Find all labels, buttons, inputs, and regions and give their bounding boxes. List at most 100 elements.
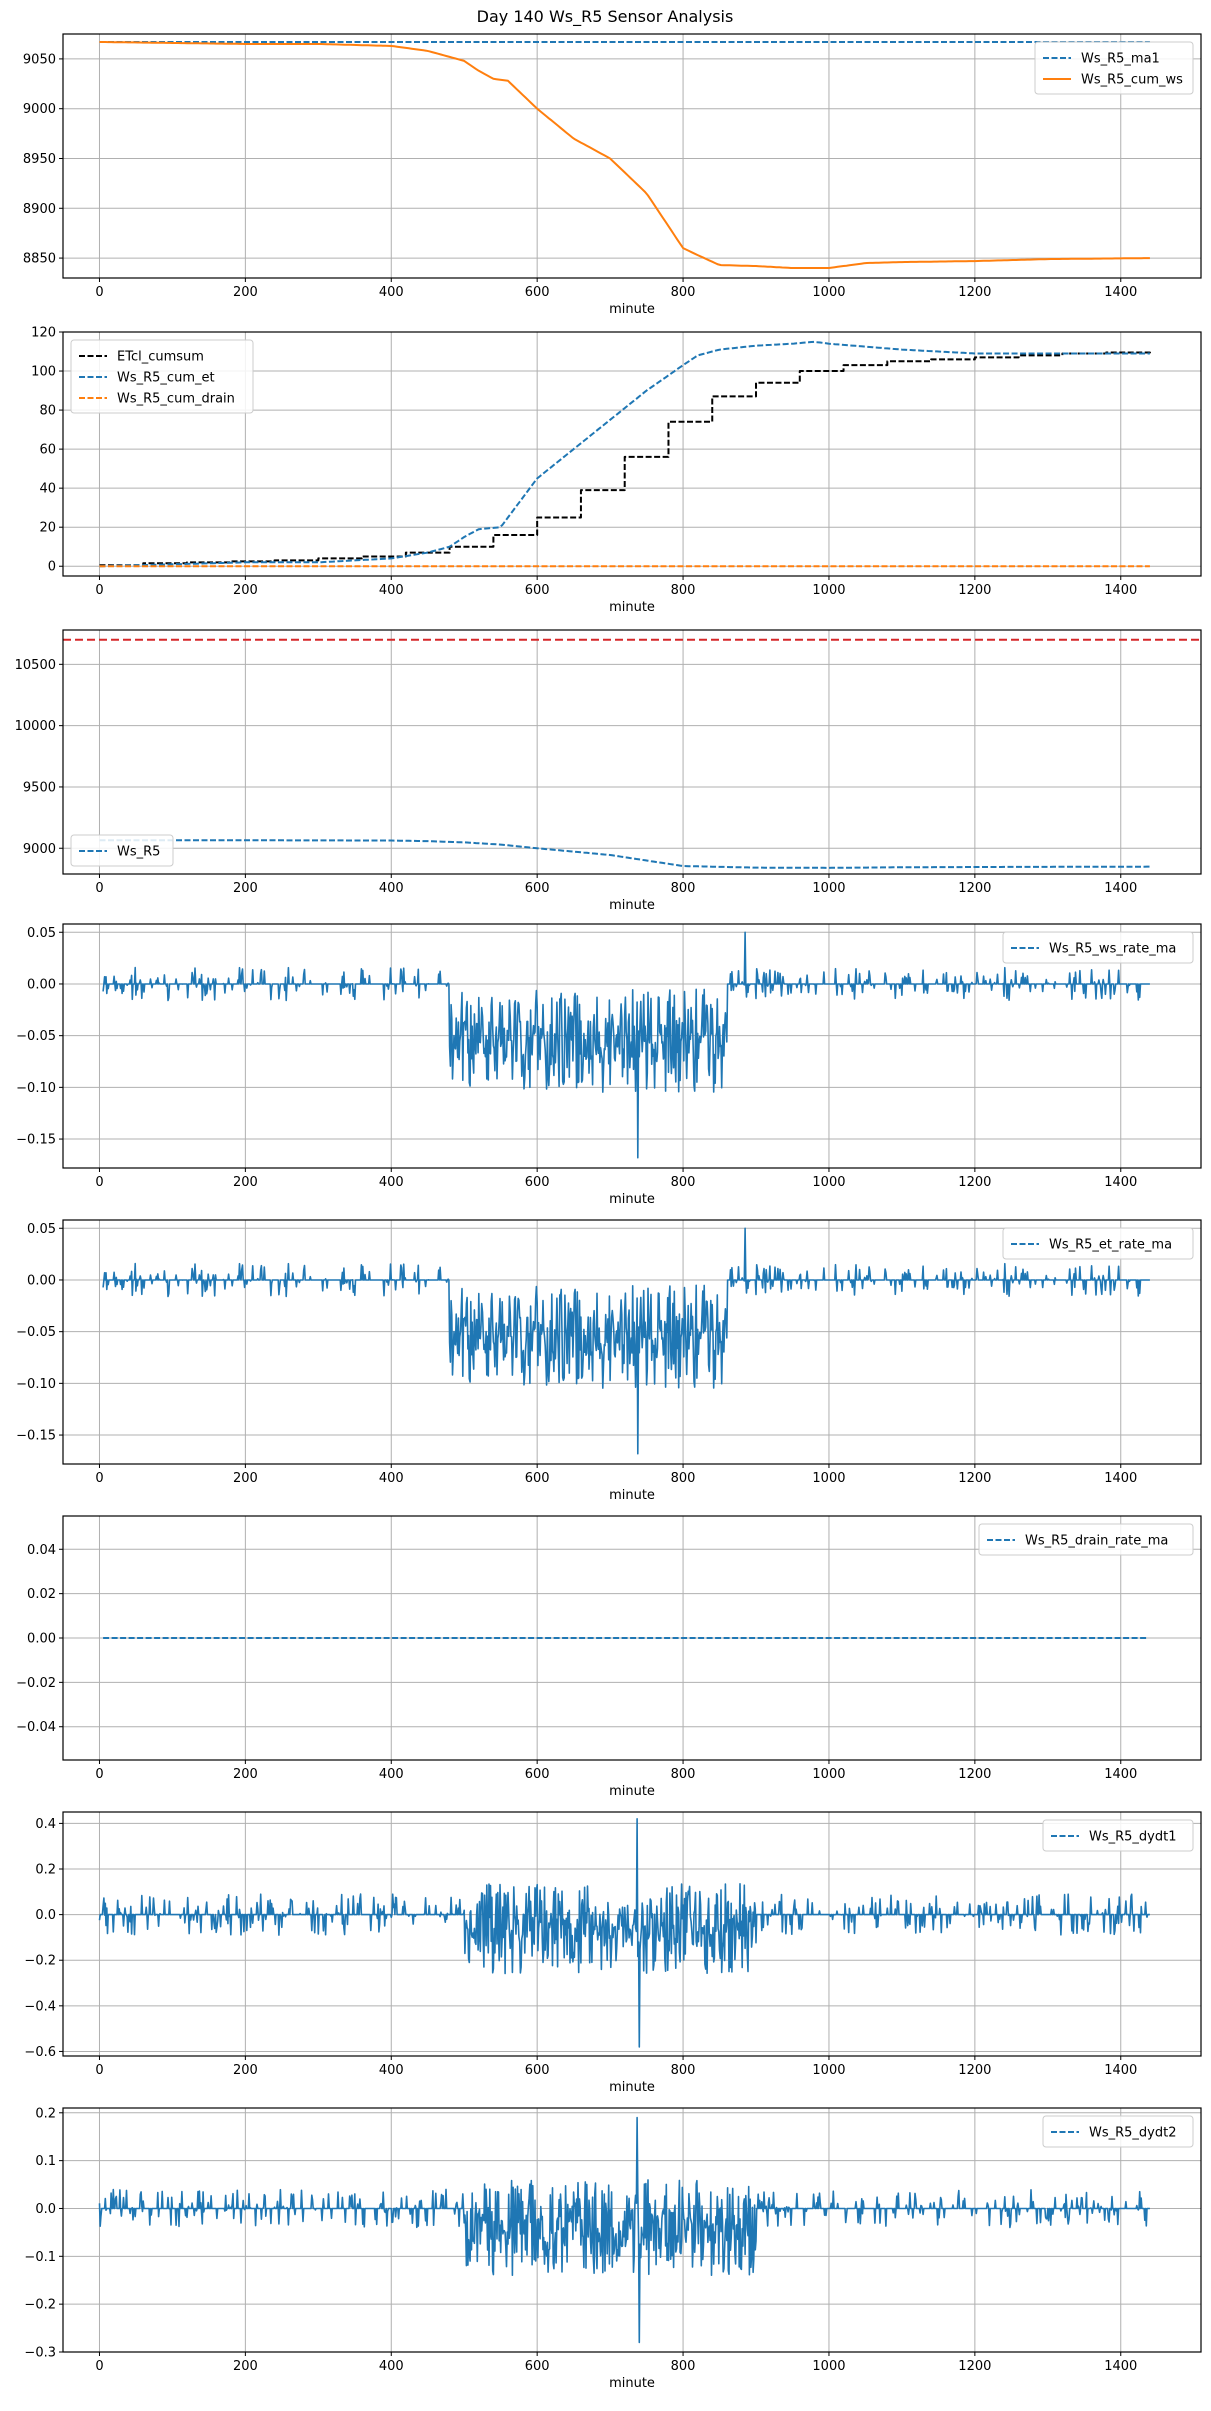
x-axis-label: minute	[609, 302, 655, 317]
x-axis-label: minute	[609, 1488, 655, 1503]
x-tick-label: 200	[233, 285, 258, 300]
y-tick-label: −0.02	[16, 1676, 56, 1691]
legend: Ws_R5_dydt2	[1042, 2115, 1194, 2148]
y-tick-label: −0.2	[24, 2298, 56, 2313]
y-tick-label: 0.0	[35, 2202, 56, 2217]
legend-label: Ws_R5_cum_et	[117, 371, 215, 386]
y-tick-label: 0.1	[35, 2154, 56, 2169]
y-tick-label: 10000	[15, 719, 56, 734]
legend-label: Ws_R5_cum_drain	[117, 392, 235, 407]
y-tick-label: 0.00	[27, 977, 56, 992]
y-tick-label: 0.04	[27, 1543, 56, 1558]
y-tick-label: −0.4	[24, 1999, 56, 2014]
legend-label: Ws_R5	[117, 845, 160, 860]
x-axis-label: minute	[609, 898, 655, 913]
x-tick-label: 0	[95, 881, 103, 896]
x-tick-label: 1400	[1104, 1175, 1137, 1190]
x-tick-label: 1200	[958, 1767, 991, 1782]
x-tick-label: 1400	[1104, 1471, 1137, 1486]
y-tick-label: 40	[39, 482, 56, 497]
series-line-ws-r5-cum-ws	[99, 41, 1150, 269]
y-tick-label: −0.15	[16, 1429, 56, 1444]
plot-frame	[62, 1219, 1202, 1465]
series-line-ws-r5-cum-et	[99, 340, 1150, 568]
x-tick-label: 400	[379, 583, 404, 598]
x-tick-label: 0	[95, 2359, 103, 2374]
y-tick-label: 120	[31, 326, 56, 341]
legend: Ws_R5_dydt1	[1042, 1819, 1194, 1852]
legend: Ws_R5_ma1 Ws_R5_cum_ws	[1034, 41, 1194, 95]
y-tick-label: −0.6	[24, 2045, 56, 2060]
x-tick-label: 0	[95, 583, 103, 598]
panel-8: 0 200 400 600 800 1000 1200 1400 −0.3 −0.2 −0.1 0.0…	[24, 2106, 1202, 2391]
x-tick-label: 400	[379, 1175, 404, 1190]
y-tick-label: 9050	[23, 52, 56, 67]
y-tick-label: −0.05	[16, 1029, 56, 1044]
x-axis-label: minute	[609, 2080, 655, 2095]
x-tick-label: 400	[379, 881, 404, 896]
x-tick-label: 1000	[812, 583, 845, 598]
legend-label: Ws_R5_et_rate_ma	[1049, 1238, 1172, 1253]
plot-frame	[62, 1811, 1202, 2057]
y-tick-label: 100	[31, 365, 56, 380]
y-tick-label: 10500	[15, 658, 56, 673]
panel-1: 0 200 400 600 800 1000 1200 1400 8850 8900 8950 900…	[23, 33, 1202, 317]
x-tick-label: 1200	[958, 1471, 991, 1486]
x-tick-label: 600	[525, 285, 550, 300]
y-tick-label: 0.05	[27, 926, 56, 941]
x-tick-label: 1000	[812, 2359, 845, 2374]
y-tick-label: 0.2	[35, 1863, 56, 1878]
x-tick-label: 600	[525, 881, 550, 896]
series-line-ws-r5-et-rate-ma	[102, 1227, 1150, 1455]
x-tick-label: 800	[671, 285, 696, 300]
y-tick-label: 0.00	[27, 1632, 56, 1647]
x-tick-label: 600	[525, 2359, 550, 2374]
y-tick-label: −0.3	[24, 2346, 56, 2361]
plot-frame	[62, 2107, 1202, 2353]
x-tick-label: 1200	[958, 1175, 991, 1190]
x-tick-label: 200	[233, 2063, 258, 2078]
y-tick-label: −0.1	[24, 2250, 56, 2265]
x-tick-label: 1200	[958, 2359, 991, 2374]
x-tick-label: 0	[95, 1471, 103, 1486]
panel-4: 0 200 400 600 800 1000 1200 1400 −0.15 −0.10 −0.05…	[16, 923, 1202, 1207]
x-tick-label: 800	[671, 1767, 696, 1782]
y-tick-label: 8900	[23, 202, 56, 217]
legend-label: Ws_R5_ws_rate_ma	[1049, 942, 1176, 957]
legend-label: Ws_R5_drain_rate_ma	[1025, 1534, 1168, 1549]
y-tick-label: 8850	[23, 252, 56, 267]
x-tick-label: 600	[525, 2063, 550, 2078]
panel-5: 0 200 400 600 800 1000 1200 1400 −0.15 −0.10 −0.05…	[16, 1219, 1202, 1503]
x-tick-label: 0	[95, 285, 103, 300]
y-tick-label: 20	[39, 521, 56, 536]
x-tick-label: 400	[379, 2359, 404, 2374]
x-tick-label: 200	[233, 2359, 258, 2374]
legend: Ws_R5_et_rate_ma	[1002, 1227, 1194, 1260]
legend: Ws_R5	[70, 834, 174, 867]
x-tick-label: 600	[525, 1175, 550, 1190]
y-tick-label: −0.15	[16, 1133, 56, 1148]
x-tick-label: 1400	[1104, 1767, 1137, 1782]
x-tick-label: 1200	[958, 2063, 991, 2078]
x-tick-label: 200	[233, 881, 258, 896]
panel-7: 0 200 400 600 800 1000 1200 1400 −0.6 −0.4 −0.2 0.0…	[24, 1811, 1202, 2095]
legend: ETcl_cumsum Ws_R5_cum_et Ws_R5_cum_drain	[70, 339, 254, 414]
y-tick-label: 80	[39, 404, 56, 419]
x-axis-label: minute	[609, 1784, 655, 1799]
legend-label: Ws_R5_cum_ws	[1081, 73, 1183, 88]
plot-frame	[62, 629, 1202, 875]
x-tick-label: 1400	[1104, 2063, 1137, 2078]
x-tick-label: 200	[233, 1767, 258, 1782]
y-tick-label: 8950	[23, 152, 56, 167]
x-tick-label: 1000	[812, 1175, 845, 1190]
series-line-ws-r5	[99, 839, 1150, 869]
y-tick-label: 0.00	[27, 1273, 56, 1288]
panel-3: 0 200 400 600 800 1000 1200 1400 9000 9500 10000 10…	[15, 629, 1202, 913]
series-line-etcl-cumsum	[99, 351, 1151, 567]
series-line-ws-r5-ws-rate-ma	[102, 931, 1150, 1159]
y-tick-label: 0.0	[35, 1908, 56, 1923]
plot-frame	[62, 33, 1202, 279]
y-tick-label: 0.02	[27, 1587, 56, 1602]
y-tick-label: 0	[48, 560, 56, 575]
